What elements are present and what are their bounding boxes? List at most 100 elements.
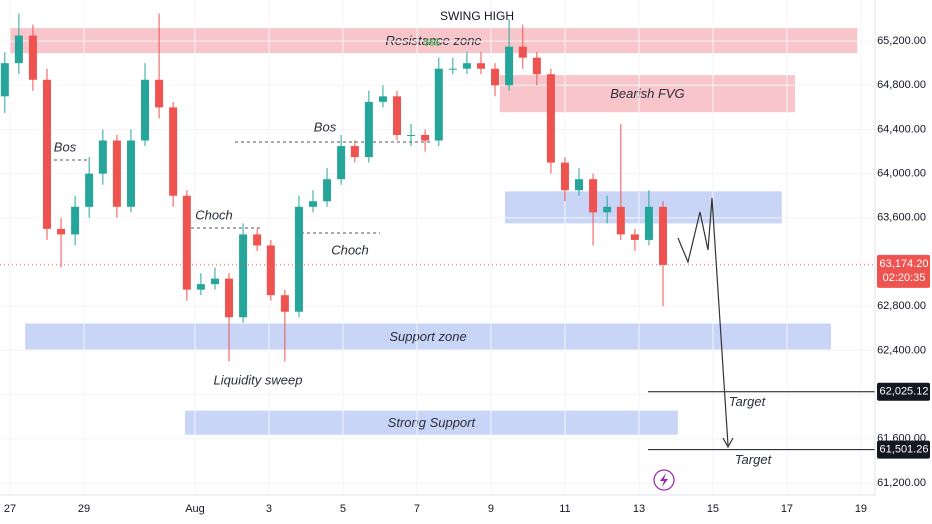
x-tick-label: 3: [266, 503, 272, 515]
candle-body: [112, 140, 121, 207]
candle-body: [603, 206, 612, 213]
price-label-box: [877, 440, 930, 459]
y-tick-label: 62,400.00: [877, 344, 926, 356]
zone-label: Resistance zone: [386, 33, 482, 48]
candle-body: [378, 96, 387, 102]
structure-lines: [48, 141, 430, 234]
x-tick-label: 17: [781, 503, 793, 515]
price-label: 61,501.26: [880, 444, 929, 456]
zones: Resistance zone Bearish FVG Support zone St…: [9, 28, 858, 435]
candle-body: [546, 74, 555, 163]
candle-body: [323, 179, 332, 202]
candle-body: [169, 107, 178, 196]
candle-body: [589, 179, 598, 213]
x-tick-label: 15: [707, 503, 719, 515]
price-label: 62,025.12: [880, 386, 929, 398]
candle-body: [491, 68, 500, 86]
projection-path: [677, 197, 729, 446]
projection-arrow: [722, 437, 734, 449]
candles: [0, 13, 668, 362]
annotation: $$$: [424, 38, 441, 49]
candle-body: [407, 134, 416, 136]
alert-bolt: [660, 473, 668, 487]
x-tick-label: 27: [4, 503, 16, 515]
current-price-label: 63,174.20: [880, 258, 929, 270]
y-tick-label: 64,400.00: [877, 123, 926, 135]
candle-body: [14, 35, 23, 64]
candle-body: [462, 63, 471, 69]
candle-body: [448, 68, 457, 70]
candle-body: [0, 63, 9, 97]
candle-body: [225, 278, 234, 318]
target-text: Target: [729, 394, 767, 409]
candle-body: [364, 101, 373, 158]
countdown: 02:20:35: [883, 272, 926, 284]
candle-body: [57, 228, 66, 235]
candle-body: [350, 146, 359, 158]
zone: [25, 323, 831, 350]
candle-body: [71, 206, 80, 235]
annotation: Choch: [195, 207, 233, 222]
price-label-box: [877, 382, 930, 401]
candle-body: [309, 201, 318, 207]
candle-body: [659, 206, 668, 265]
annotation: Bos: [54, 139, 77, 154]
x-tick-label: 29: [78, 503, 90, 515]
candle-body: [294, 206, 303, 312]
candle-body: [126, 140, 135, 207]
candle-body: [210, 278, 219, 285]
zone-label: Support zone: [389, 329, 466, 344]
annotation: Liquidity sweep: [214, 372, 303, 387]
candle-body: [155, 79, 164, 108]
candle-body: [616, 206, 625, 235]
y-tick-label: 65,200.00: [877, 35, 926, 47]
price-labels: 62,025.12 61,501.26 63,174.20 02:20:35: [877, 254, 930, 459]
target-text: Target: [735, 452, 773, 467]
x-tick-label: 13: [633, 503, 645, 515]
x-tick-label: 11: [559, 503, 570, 515]
candle-body: [253, 234, 262, 246]
candle-body: [280, 295, 289, 312]
x-tick-label: Aug: [185, 503, 205, 515]
candle-body: [560, 162, 569, 191]
candle-body: [182, 195, 191, 290]
candle-body: [141, 79, 150, 141]
candle-body: [42, 79, 51, 229]
x-tick-label: 5: [340, 503, 346, 515]
candle-body: [476, 63, 485, 69]
candle-body: [630, 234, 639, 240]
y-tick-label: 63,600.00: [877, 212, 926, 224]
zone: [184, 410, 678, 435]
candle-body: [434, 68, 443, 141]
annotation: Choch: [331, 242, 369, 257]
candle-body: [518, 46, 527, 58]
y-tick-label: 64,000.00: [877, 168, 926, 180]
annotations: SWING HIGH $$$ Bos Bos Choch Choch Liquidity s…: [0, 9, 875, 467]
candle-body: [575, 179, 584, 191]
candle-body: [266, 245, 275, 296]
y-tick-label: 62,800.00: [877, 300, 926, 312]
candle-body: [392, 96, 401, 135]
zone-label: Strong Support: [388, 415, 477, 430]
x-tick-label: 19: [855, 503, 867, 515]
x-tick-label: 7: [414, 503, 420, 515]
candle-body: [532, 57, 541, 75]
y-tick-label: 64,800.00: [877, 79, 926, 91]
current-price-box: [877, 254, 930, 288]
candle-body: [505, 46, 514, 86]
candle-body: [28, 35, 37, 80]
zone-label: Bearish FVG: [610, 86, 684, 101]
candle-body: [337, 146, 346, 180]
zone: [505, 191, 782, 224]
candle-body: [196, 284, 205, 290]
annotation: Bos: [314, 119, 337, 134]
candle-body: [644, 206, 653, 240]
candle-body: [239, 234, 248, 318]
x-tick-label: 9: [488, 503, 494, 515]
annotation: SWING HIGH: [440, 9, 514, 23]
y-tick-label: 61,200.00: [877, 477, 926, 489]
candle-body: [85, 173, 94, 207]
candle-body: [421, 134, 430, 141]
candle-body: [98, 140, 107, 174]
